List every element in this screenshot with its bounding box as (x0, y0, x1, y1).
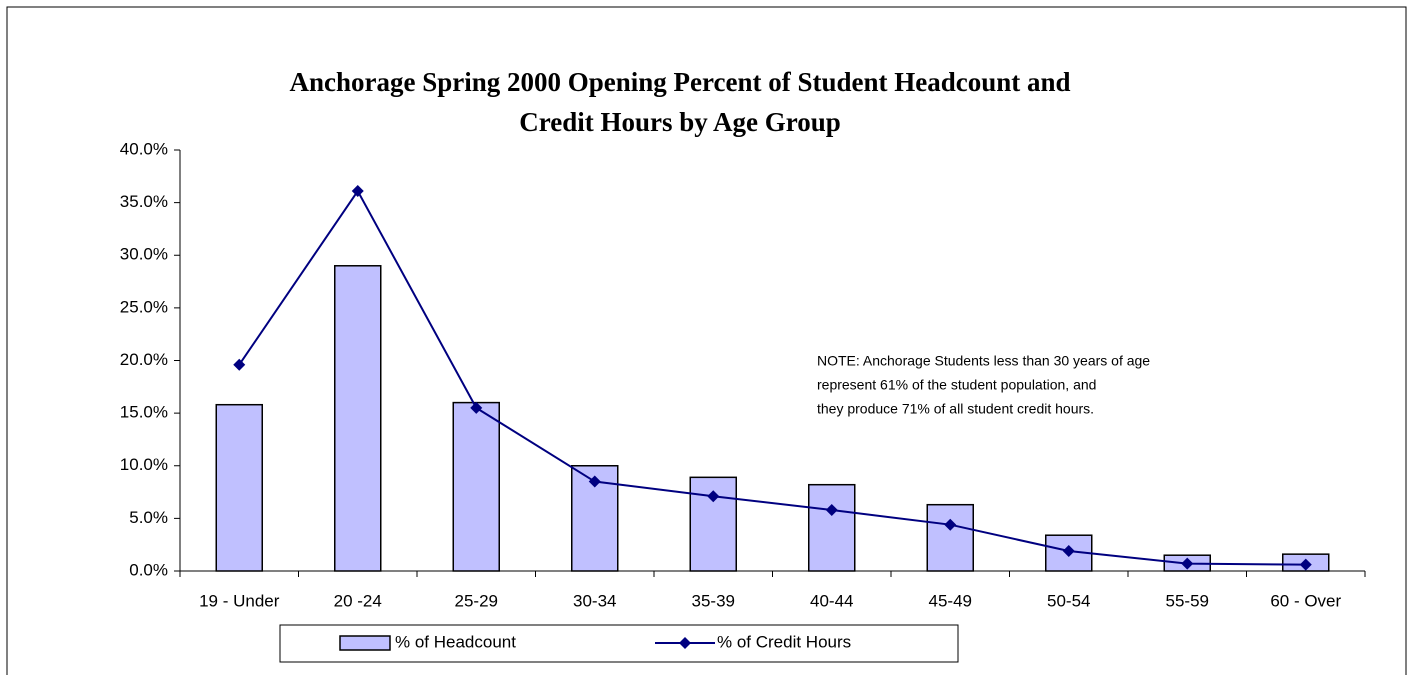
x-tick-label: 50-54 (1047, 591, 1090, 610)
legend-label: % of Headcount (395, 632, 516, 651)
x-tick-label: 40-44 (810, 591, 853, 610)
y-tick-label: 35.0% (120, 192, 168, 211)
x-tick-label: 55-59 (1166, 591, 1209, 610)
point (1062, 545, 1075, 558)
point (470, 401, 483, 414)
y-tick-label: 20.0% (120, 350, 168, 369)
point (944, 518, 957, 531)
bar (926, 503, 974, 572)
line (238, 189, 1306, 566)
note: NOTE: Anchorage Students less than 30 ye… (817, 353, 1150, 369)
point (1181, 557, 1194, 570)
point (707, 490, 720, 503)
bar (452, 401, 500, 572)
point (351, 185, 364, 198)
chart-border (6, 6, 1407, 675)
y-tick-label: 40.0% (120, 139, 168, 158)
x-tick-label: 60 - Over (1270, 591, 1341, 610)
legend-swatch (679, 637, 691, 649)
bar (808, 483, 856, 572)
y-tick-label: 0.0% (129, 560, 168, 579)
point (233, 358, 246, 371)
legend (279, 624, 959, 663)
y-tick-label: 15.0% (120, 403, 168, 422)
x-tick-label: 35-39 (692, 591, 735, 610)
bar (334, 265, 382, 572)
x-tick-label: 45-49 (929, 591, 972, 610)
chart-title: Credit Hours by Age Group (519, 107, 841, 137)
bar (215, 403, 263, 572)
x-tick-label: 25-29 (455, 591, 498, 610)
note: they produce 71% of all student credit h… (817, 401, 1094, 417)
x-tick-label: 30-34 (573, 591, 616, 610)
point (588, 475, 601, 488)
x-tick-label: 20 -24 (334, 591, 382, 610)
legend-swatch (339, 635, 391, 651)
y-tick-label: 30.0% (120, 245, 168, 264)
point (825, 503, 838, 516)
y-tick-label: 10.0% (120, 455, 168, 474)
x-tick-label: 19 - Under (199, 591, 280, 610)
note: represent 61% of the student population,… (817, 377, 1096, 393)
point (1299, 558, 1312, 571)
legend-label: % of Credit Hours (717, 632, 851, 651)
chart-title: Anchorage Spring 2000 Opening Percent of… (289, 67, 1070, 97)
y-tick-label: 5.0% (129, 508, 168, 527)
y-tick-label: 25.0% (120, 297, 168, 316)
